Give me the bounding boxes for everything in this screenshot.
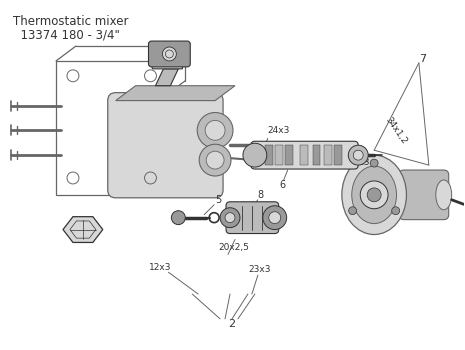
- Circle shape: [269, 212, 281, 224]
- Text: Thermostatic mixer: Thermostatic mixer: [13, 15, 129, 28]
- Bar: [275, 145, 283, 165]
- Text: 24x3: 24x3: [268, 126, 290, 135]
- FancyBboxPatch shape: [108, 93, 223, 198]
- Circle shape: [392, 207, 399, 215]
- Circle shape: [206, 151, 224, 169]
- Circle shape: [225, 213, 235, 223]
- Bar: [312, 145, 320, 165]
- Bar: [334, 145, 342, 165]
- Text: 7: 7: [419, 54, 426, 64]
- Polygon shape: [155, 69, 178, 86]
- Bar: [299, 145, 307, 165]
- Text: 41x3: 41x3: [347, 158, 370, 167]
- Text: 13374 180 - 3/4": 13374 180 - 3/4": [13, 28, 120, 41]
- Text: 8: 8: [258, 190, 264, 200]
- Circle shape: [243, 143, 267, 167]
- Text: 12x3: 12x3: [148, 263, 171, 272]
- Circle shape: [263, 206, 287, 230]
- Text: 34x1,2: 34x1,2: [383, 116, 408, 146]
- Polygon shape: [116, 86, 235, 100]
- Text: 6: 6: [280, 180, 286, 190]
- FancyBboxPatch shape: [226, 202, 279, 233]
- Ellipse shape: [352, 166, 397, 224]
- Circle shape: [205, 120, 225, 140]
- Bar: [285, 145, 292, 165]
- Polygon shape: [63, 217, 103, 243]
- Text: 9: 9: [258, 210, 264, 220]
- Ellipse shape: [436, 180, 452, 210]
- Text: 2: 2: [228, 319, 236, 329]
- Circle shape: [199, 144, 231, 176]
- Circle shape: [220, 208, 240, 228]
- Text: 23x3: 23x3: [248, 265, 271, 274]
- Bar: [265, 145, 273, 165]
- Circle shape: [348, 145, 368, 165]
- Circle shape: [197, 112, 233, 148]
- Circle shape: [370, 159, 378, 167]
- Text: 20x2,5: 20x2,5: [218, 243, 249, 252]
- Circle shape: [367, 188, 381, 202]
- Ellipse shape: [342, 155, 406, 235]
- Circle shape: [353, 150, 363, 160]
- FancyBboxPatch shape: [148, 41, 190, 67]
- Text: 5: 5: [215, 195, 221, 205]
- Polygon shape: [148, 53, 186, 69]
- FancyBboxPatch shape: [251, 141, 358, 169]
- Circle shape: [349, 207, 357, 215]
- Bar: [325, 145, 332, 165]
- Circle shape: [162, 47, 176, 61]
- FancyBboxPatch shape: [399, 170, 449, 220]
- Circle shape: [360, 181, 388, 209]
- Circle shape: [172, 211, 185, 225]
